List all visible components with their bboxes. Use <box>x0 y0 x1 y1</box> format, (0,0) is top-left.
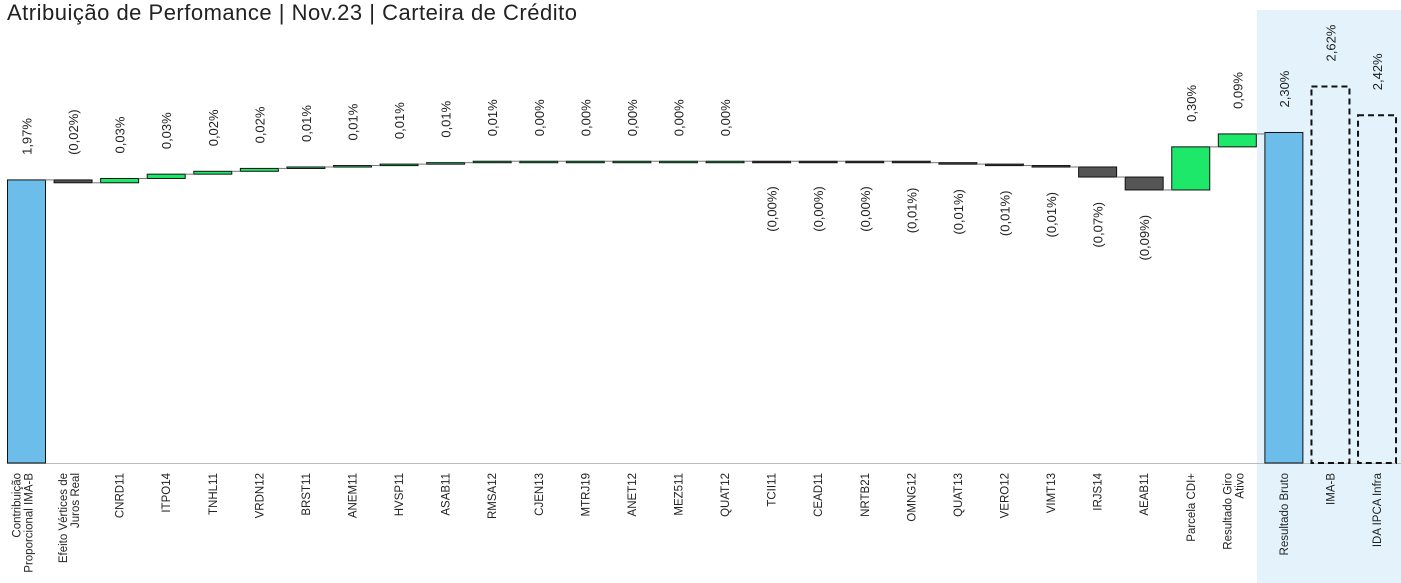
value-label: (0,00%) <box>765 186 780 232</box>
x-tick-label: Contribuição <box>12 473 24 538</box>
value-label: 0,03% <box>113 116 128 153</box>
bar <box>1217 133 1257 148</box>
value-label: 0,03% <box>159 112 174 149</box>
x-tick-label: IRJS14 <box>1093 472 1105 510</box>
bar <box>286 166 326 169</box>
x-tick-label: MEZ511 <box>673 473 685 516</box>
value-label: 0,30% <box>1184 85 1199 122</box>
value-label: (0,00%) <box>811 186 826 232</box>
value-label: 2,62% <box>1323 24 1338 61</box>
value-label: 0,00% <box>671 99 686 136</box>
x-tick-label: ANEM11 <box>347 473 359 518</box>
bar <box>519 160 559 164</box>
value-label: (0,01%) <box>997 191 1012 237</box>
bar <box>984 163 1024 167</box>
bar <box>379 163 419 167</box>
bar <box>7 179 46 464</box>
x-tick-label: CNRD11 <box>115 473 127 518</box>
value-label: 0,00% <box>625 99 640 136</box>
x-tick-label: Ativo <box>1234 473 1246 499</box>
value-label: (0,02%) <box>66 109 81 155</box>
x-tick-label: HVSP11 <box>394 473 406 516</box>
bar <box>938 162 978 165</box>
bar <box>1031 165 1071 168</box>
bar <box>332 165 372 168</box>
x-tick-label: TNHL11 <box>208 473 220 515</box>
value-label: 1,97% <box>20 118 35 155</box>
x-tick-label: VIMT13 <box>1046 473 1058 513</box>
value-label: (0,01%) <box>904 188 919 234</box>
bar <box>565 160 605 164</box>
benchmark-bar <box>1310 85 1351 464</box>
value-label: 0,00% <box>718 99 733 136</box>
bar <box>658 160 698 164</box>
bar <box>472 160 512 164</box>
bar <box>612 160 652 164</box>
bar <box>53 179 93 184</box>
x-tick-label: Resultado Bruto <box>1279 473 1291 555</box>
x-tick-label: ITPO14 <box>161 472 173 512</box>
value-label: 0,01% <box>439 100 454 137</box>
x-tick-label: QUAT12 <box>720 473 732 517</box>
bar <box>705 160 745 164</box>
x-tick-label: CEAD11 <box>813 473 825 517</box>
value-label: (0,07%) <box>1091 202 1106 248</box>
value-label: (0,09%) <box>1137 215 1152 261</box>
value-label: 2,42% <box>1370 53 1385 90</box>
x-tick-label: QUAT13 <box>953 473 965 517</box>
chart-title: Atribuição de Perfomance | Nov.23 | Cart… <box>7 0 577 25</box>
value-label: 0,02% <box>252 106 267 143</box>
x-tick-label: Parcela CDI+ <box>1186 473 1198 542</box>
bar <box>752 160 792 164</box>
bar <box>798 160 838 164</box>
x-tick-label: IDA IPCA Infra <box>1372 472 1384 547</box>
x-tick-label: Juros Real <box>70 473 82 528</box>
bar <box>239 167 279 172</box>
bar <box>1078 166 1118 178</box>
benchmark-bar <box>1357 114 1398 464</box>
x-tick-label: Efeito Vértices de <box>58 473 70 563</box>
x-tick-label: CJEN13 <box>534 473 546 516</box>
value-label: 0,01% <box>485 99 500 136</box>
x-tick-label: IMA-B <box>1325 473 1337 505</box>
x-tick-label: Proporcional IMA-B <box>24 473 36 573</box>
bar <box>1171 146 1211 191</box>
x-tick-label: AEAB11 <box>1139 473 1151 516</box>
bar <box>100 177 140 184</box>
x-tick-label: MTRJ19 <box>580 473 592 516</box>
value-label: (0,00%) <box>858 186 873 232</box>
value-label: 0,01% <box>299 105 314 142</box>
value-label: 0,09% <box>1230 72 1245 109</box>
value-label: (0,01%) <box>1044 192 1059 238</box>
x-tick-label: RMSA12 <box>487 473 499 519</box>
bar <box>1124 176 1164 191</box>
x-tick-label: ASAB11 <box>441 473 453 516</box>
bar <box>426 162 466 165</box>
bar <box>193 170 233 175</box>
bar <box>845 160 885 164</box>
bar <box>891 160 931 164</box>
x-tick-label: ANET12 <box>627 473 639 516</box>
bar <box>1264 131 1304 464</box>
value-label: 0,00% <box>532 99 547 136</box>
x-tick-label: VRDN12 <box>254 473 266 518</box>
x-tick-label: NRTB21 <box>860 473 872 517</box>
value-label: 0,02% <box>206 109 221 146</box>
value-label: 2,30% <box>1277 70 1292 107</box>
x-tick-label: TCII11 <box>767 473 779 507</box>
x-tick-label: OMNG12 <box>906 473 918 522</box>
value-label: 0,01% <box>345 103 360 140</box>
bar <box>146 173 186 179</box>
x-tick-label: Resultado Giro <box>1222 473 1234 550</box>
value-label: 0,01% <box>392 102 407 139</box>
x-tick-label: VERO12 <box>999 473 1011 518</box>
x-tick-label: BRST11 <box>301 473 313 516</box>
value-label: (0,01%) <box>951 189 966 235</box>
value-label: 0,00% <box>578 99 593 136</box>
